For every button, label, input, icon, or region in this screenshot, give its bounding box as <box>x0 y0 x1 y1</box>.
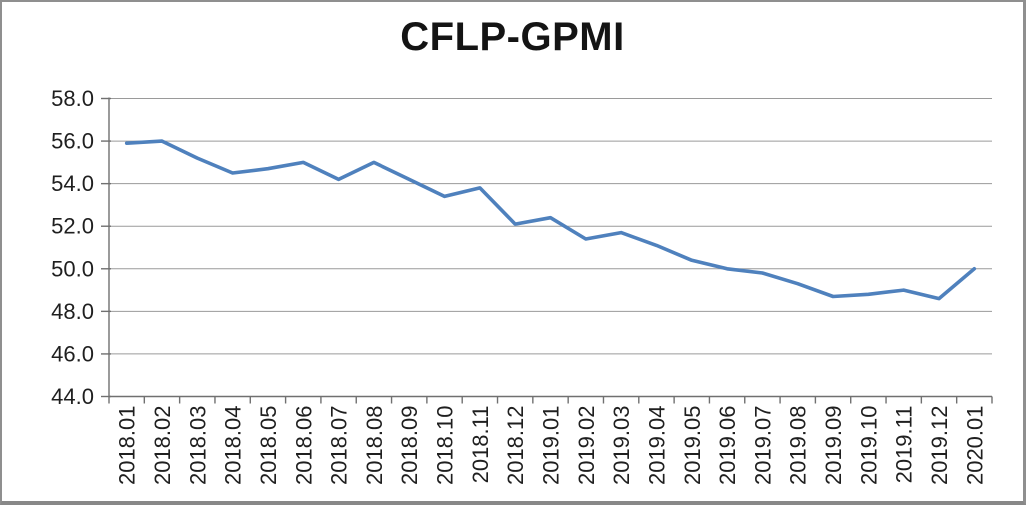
x-axis-label: 2018.06 <box>291 406 316 486</box>
y-axis-label: 56.0 <box>51 129 94 154</box>
y-axis-label: 54.0 <box>51 171 94 196</box>
x-axis-label: 2018.02 <box>150 406 175 486</box>
x-axis-label: 2018.07 <box>327 406 352 486</box>
x-axis-label: 2019.01 <box>539 406 564 486</box>
x-axis-label: 2018.08 <box>362 406 387 486</box>
x-axis-label: 2018.10 <box>433 406 458 486</box>
x-axis-label: 2018.09 <box>397 406 422 486</box>
y-axis-label: 44.0 <box>51 384 94 409</box>
x-axis-label: 2019.06 <box>715 406 740 486</box>
y-axis-label: 52.0 <box>51 214 94 239</box>
x-axis-label: 2018.04 <box>221 406 246 486</box>
x-axis-label: 2020.01 <box>962 406 987 486</box>
x-axis-label: 2019.08 <box>786 406 811 486</box>
x-axis-label: 2018.12 <box>503 406 528 486</box>
x-axis-label: 2019.12 <box>927 406 952 486</box>
x-axis-label: 2018.01 <box>115 406 140 486</box>
x-axis-label: 2018.11 <box>468 406 493 484</box>
x-axis-label: 2019.07 <box>750 406 775 486</box>
x-axis-label: 2018.03 <box>185 406 210 486</box>
y-axis-label: 50.0 <box>51 256 94 281</box>
x-axis-label: 2019.10 <box>856 406 881 486</box>
chart-title: CFLP-GPMI <box>400 15 625 59</box>
x-axis-label: 2019.04 <box>644 406 669 486</box>
x-axis-label: 2019.03 <box>609 406 634 486</box>
x-axis-label: 2019.11 <box>892 406 917 484</box>
x-axis-label: 2019.09 <box>821 406 846 486</box>
x-axis-label: 2018.05 <box>256 406 281 486</box>
y-axis-label: 58.0 <box>51 86 94 111</box>
data-line-cflp-gpmi <box>124 139 977 301</box>
y-axis-label: 46.0 <box>51 341 94 366</box>
x-axis-label: 2019.05 <box>680 406 705 486</box>
x-axis-label: 2019.02 <box>574 406 599 486</box>
y-axis-label: 48.0 <box>51 299 94 324</box>
